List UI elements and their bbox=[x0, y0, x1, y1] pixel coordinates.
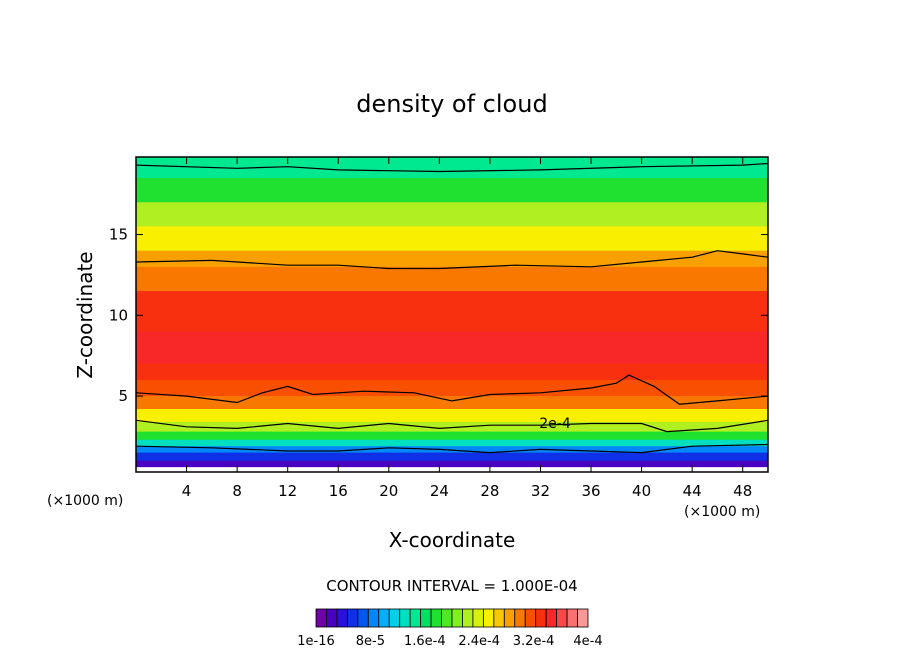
x-tick-label: 16 bbox=[329, 482, 348, 500]
colorbar-swatch bbox=[482, 608, 495, 628]
colorbar-tick-label: 2.4e-4 bbox=[458, 634, 500, 649]
x-tick-label: 48 bbox=[733, 482, 752, 500]
colorbar-swatch bbox=[441, 608, 453, 628]
colorbar-swatch bbox=[326, 608, 338, 628]
x-unit-left: (×1000 m) bbox=[47, 493, 123, 509]
plot-area bbox=[136, 157, 768, 472]
contour-interval-text: CONTOUR INTERVAL = 1.000E-04 bbox=[326, 577, 577, 595]
colorbar-labels: 1e-16 8e-5 1.6e-4 2.4e-4 3.2e-4 4e-4 bbox=[297, 634, 602, 649]
density-band bbox=[136, 202, 768, 227]
colorbar-tick-label: 1.6e-4 bbox=[404, 634, 446, 649]
colorbar-swatch bbox=[388, 608, 401, 628]
x-unit-right: (×1000 m) bbox=[684, 504, 760, 520]
density-band bbox=[136, 439, 768, 447]
colorbar-swatch bbox=[556, 608, 568, 628]
colorbar-swatch bbox=[399, 608, 411, 628]
plot-frame bbox=[135, 156, 769, 473]
colorbar-tick-label: 4e-4 bbox=[573, 634, 602, 649]
colorbar-swatch bbox=[566, 608, 578, 628]
y-axis: 5 10 15 bbox=[109, 226, 768, 405]
density-band bbox=[136, 460, 768, 468]
x-axis-label: X-coordinate bbox=[389, 528, 516, 552]
colorbar-swatch bbox=[315, 608, 327, 628]
colorbar-swatch bbox=[535, 608, 547, 628]
no-data-region bbox=[136, 467, 768, 472]
density-band bbox=[136, 396, 768, 410]
colorbar-tick-label: 8e-5 bbox=[356, 634, 385, 649]
colorbar bbox=[315, 608, 589, 628]
x-axis: 4 8 12 16 20 24 28 32 36 40 44 48 bbox=[182, 157, 752, 500]
density-band bbox=[136, 379, 768, 397]
density-band bbox=[136, 178, 768, 203]
colorbar-swatch bbox=[462, 608, 474, 628]
x-tick-label: 40 bbox=[632, 482, 651, 500]
contour-line bbox=[136, 374, 768, 405]
contour-line bbox=[136, 162, 768, 173]
contour-line bbox=[136, 250, 768, 270]
colorbar-swatch bbox=[514, 608, 526, 628]
colorbar-swatch bbox=[430, 608, 442, 628]
y-tick-label: 5 bbox=[118, 387, 128, 405]
colorbar-swatch bbox=[503, 608, 516, 628]
x-tick-label: 8 bbox=[232, 482, 242, 500]
colorbar-swatch bbox=[357, 608, 369, 628]
colorbar-swatch bbox=[524, 608, 537, 628]
colorbar-tick-label: 3.2e-4 bbox=[513, 634, 555, 649]
density-band bbox=[136, 157, 768, 179]
density-band bbox=[136, 250, 768, 268]
x-tick-label: 20 bbox=[379, 482, 398, 500]
y-tick-label: 10 bbox=[109, 306, 128, 324]
x-tick-label: 24 bbox=[430, 482, 449, 500]
colorbar-swatch bbox=[577, 608, 589, 628]
contour-line bbox=[136, 443, 768, 454]
contour-lines bbox=[136, 162, 768, 454]
colorbar-swatch bbox=[545, 608, 558, 628]
colorbar-swatch bbox=[472, 608, 484, 628]
density-band bbox=[136, 266, 768, 292]
x-tick-label: 12 bbox=[278, 482, 297, 500]
contour-line bbox=[136, 419, 768, 433]
x-tick-label: 4 bbox=[182, 482, 192, 500]
y-tick-label: 15 bbox=[109, 226, 128, 244]
x-tick-label: 28 bbox=[480, 482, 499, 500]
colorbar-tick-label: 1e-16 bbox=[297, 634, 335, 649]
colorbar-swatch bbox=[493, 608, 505, 628]
density-band bbox=[136, 331, 768, 365]
colorbar-swatch bbox=[420, 608, 432, 628]
contour-label: 2e-4 bbox=[539, 416, 571, 432]
colorbar-swatch bbox=[409, 608, 422, 628]
density-band bbox=[136, 409, 768, 423]
y-axis-label: Z-coordinate bbox=[73, 251, 97, 378]
density-band bbox=[136, 291, 768, 332]
chart-title: density of cloud bbox=[356, 90, 547, 118]
density-band bbox=[136, 452, 768, 462]
colorbar-swatch bbox=[451, 608, 463, 628]
x-tick-label: 36 bbox=[581, 482, 600, 500]
x-tick-label: 32 bbox=[531, 482, 550, 500]
colorbar-swatch bbox=[336, 608, 348, 628]
density-band bbox=[136, 226, 768, 252]
density-band bbox=[136, 363, 768, 381]
x-tick-label: 44 bbox=[683, 482, 702, 500]
density-band bbox=[136, 431, 768, 441]
colorbar-swatch bbox=[346, 608, 359, 628]
colorbar-swatch bbox=[367, 608, 380, 628]
colorbar-swatch bbox=[378, 608, 390, 628]
